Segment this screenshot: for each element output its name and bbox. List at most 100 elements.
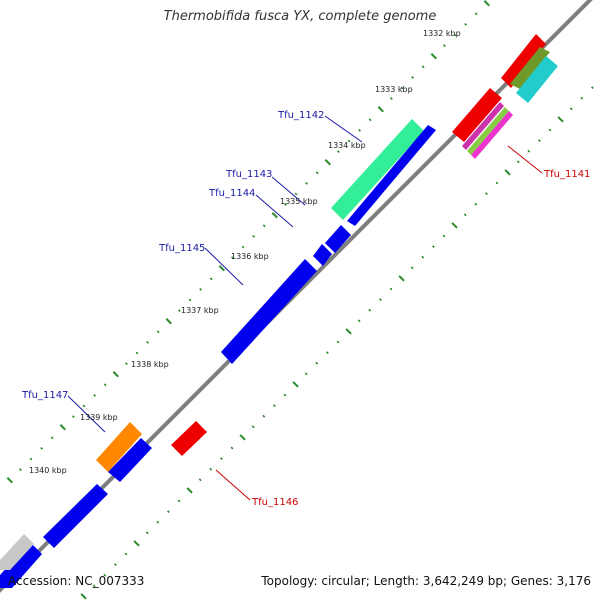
inner-track-tick [92, 584, 96, 588]
tick-label-1337: 1337 kbp [181, 306, 219, 315]
topology-text: Topology: circular; Length: 3,642,249 bp… [261, 574, 591, 588]
outer-track-tick [124, 362, 128, 366]
outer-track-tick [93, 393, 97, 397]
outer-track-tick [112, 371, 119, 378]
inner-track-tick [336, 340, 340, 344]
outer-track-tick [156, 330, 160, 334]
gene-label-tfu-1146[interactable]: Tfu_1146 [251, 497, 298, 508]
gene-grey-edge-arrow[interactable] [0, 534, 34, 570]
gene-label-tfu-1142[interactable]: Tfu_1142 [277, 110, 324, 121]
outer-track-tick [29, 457, 33, 461]
inner-track-tick [442, 234, 446, 238]
outer-track-tick [483, 0, 490, 7]
outer-track-tick [315, 171, 319, 175]
inner-track-tick [548, 128, 552, 132]
inner-track-tick [557, 116, 564, 123]
inner-track-tick [474, 202, 478, 206]
inner-track-tick [580, 96, 584, 100]
outer-track-tick [283, 203, 287, 207]
outer-track-tick [377, 106, 384, 113]
gene-blue-edge-arrow[interactable] [0, 542, 42, 588]
inner-track-tick [357, 319, 361, 323]
outer-track-tick [430, 53, 437, 60]
inner-track-tick [368, 308, 372, 312]
gene-tfu-1145a-arrow[interactable] [313, 244, 332, 266]
inner-track-tick [230, 446, 234, 450]
inner-track-tick [516, 160, 520, 164]
gene-label-tfu-1145[interactable]: Tfu_1145 [158, 243, 205, 254]
inner-track-tick [219, 457, 223, 461]
outer-track-tick [453, 33, 457, 37]
inner-track-tick [537, 139, 541, 143]
leader-tfu-1142 [324, 115, 363, 143]
gene-tfu-1147-arrow[interactable] [96, 422, 142, 472]
inner-track-tick [389, 287, 393, 291]
outer-track-tick [347, 139, 351, 143]
inner-track-tick [304, 372, 308, 376]
outer-track-tick [389, 97, 393, 101]
gene-label-tfu-1144[interactable]: Tfu_1144 [208, 188, 255, 199]
outer-track-tick [209, 277, 213, 281]
inner-track-tick [103, 573, 107, 577]
inner-track-tick [590, 86, 594, 90]
gene-tfu-1141-stripe-c [471, 111, 513, 159]
gene-tfu-1143-arrow[interactable] [347, 125, 436, 226]
outer-dotted-track [6, 0, 490, 484]
outer-track-tick [271, 212, 278, 219]
tick-label-1339: 1339 kbp [80, 413, 118, 422]
outer-track-tick [262, 224, 266, 228]
outer-track-tick [40, 446, 44, 450]
outer-track-tick [305, 181, 309, 185]
outer-track-tick [358, 128, 362, 132]
inner-track-tick [378, 298, 382, 302]
outer-track-tick [188, 298, 192, 302]
inner-track-tick [315, 361, 319, 365]
inner-track-tick [495, 181, 499, 185]
inner-track-tick [239, 434, 246, 441]
leader-tfu-1143 [271, 176, 306, 206]
inner-track-tick [198, 478, 202, 482]
outer-track-tick [218, 265, 225, 272]
inner-track-tick [156, 520, 160, 524]
gene-tfu-1145b-arrow[interactable] [221, 259, 317, 364]
gene-blue-1339-arrow[interactable] [108, 438, 152, 482]
tick-label-1335: 1335 kbp [280, 197, 318, 206]
gene-tfu-1141-arrow[interactable] [452, 88, 502, 142]
inner-track-tick [209, 467, 213, 471]
gene-cyan-arrow[interactable] [516, 56, 558, 103]
gene-label-tfu-1143[interactable]: Tfu_1143 [225, 169, 272, 180]
left-arrow-icon [2, 577, 8, 587]
gene-blue-1340-arrow[interactable] [43, 484, 108, 548]
leader-tfu-1144 [255, 194, 294, 228]
outer-track-tick [336, 150, 340, 154]
tick-label-1340: 1340 kbp [29, 466, 67, 475]
inner-track-tick [113, 563, 117, 567]
inner-track-tick [133, 540, 140, 547]
outer-track-tick [324, 159, 331, 166]
inner-track-tick [325, 351, 329, 355]
gene-tfu-1141-stripe-a [462, 102, 504, 150]
outer-track-tick [442, 44, 446, 48]
outer-track-tick [368, 118, 372, 122]
gene-tfu-1142-arrow[interactable] [331, 119, 424, 220]
gene-tfu-1144-arrow[interactable] [325, 225, 351, 253]
inner-track-tick [484, 192, 488, 196]
inner-track-tick [463, 213, 467, 217]
inner-track-tick [569, 107, 573, 111]
inner-track-tick [262, 414, 266, 418]
outer-track-tick [71, 415, 75, 419]
gene-olive-arrow[interactable] [510, 47, 550, 89]
gene-tfu-1146-arrow[interactable] [171, 421, 207, 456]
leader-tfu-1146 [215, 469, 251, 501]
inner-track-tick [504, 169, 511, 176]
outer-track-tick [82, 404, 86, 408]
gene-label-tfu-1141[interactable]: Tfu_1141 [543, 169, 590, 180]
inner-track-tick [431, 245, 435, 249]
outer-track-tick [146, 340, 150, 344]
outer-track-tick [421, 65, 425, 69]
gene-red-top-arrow[interactable] [501, 34, 546, 88]
leader-tfu-1145 [204, 247, 244, 286]
gene-label-tfu-1147[interactable]: Tfu_1147 [21, 390, 68, 401]
tick-label-1332: 1332 kbp [423, 29, 461, 38]
